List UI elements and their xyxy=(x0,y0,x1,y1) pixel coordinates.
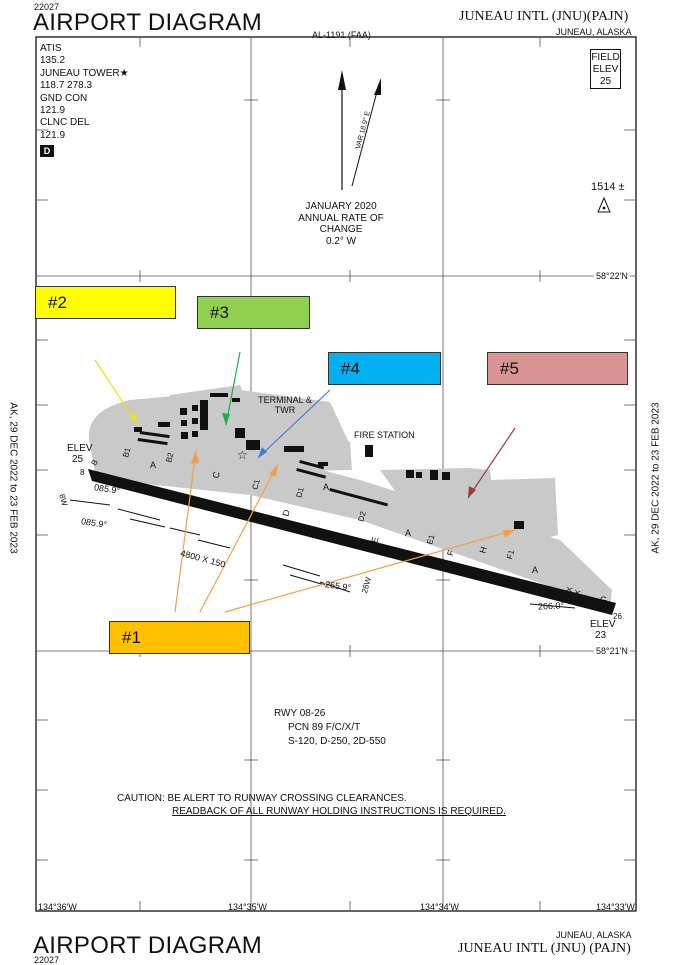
terminal-label: TERMINAL & TWR xyxy=(250,395,320,415)
north-arrow-icon xyxy=(338,70,346,190)
footer-city-state: JUNEAU, ALASKA xyxy=(556,930,632,940)
runway-info-rwy: RWY 08-26 xyxy=(274,708,326,719)
callout-label: #3 xyxy=(210,303,229,322)
footer-airport-name: JUNEAU INTL (JNU) (PAJN) xyxy=(458,941,631,956)
field-elev-value: 25 xyxy=(599,76,612,87)
runway-08-26 xyxy=(88,469,616,615)
d-atis-badge: D xyxy=(40,145,54,157)
callout-5: #5 xyxy=(487,352,628,385)
callout-3-arrow xyxy=(225,351,241,426)
validity-dates-right: AK, 29 DEC 2022 to 23 FEB 2023 xyxy=(650,402,662,554)
terminal-label-line: TWR xyxy=(274,405,296,415)
callout-1-arrows xyxy=(174,449,516,613)
comm-line: 121.9 xyxy=(40,105,66,117)
magnetic-north-arrow-icon xyxy=(351,78,381,187)
comm-line: CLNC DEL xyxy=(40,117,90,129)
map-frame xyxy=(35,36,637,912)
callout-label: #4 xyxy=(341,359,360,378)
field-elev-label: FIELD xyxy=(591,52,620,63)
communications-frequencies: ATIS 135.2 JUNEAU TOWER★ 118.7 278.3 GND… xyxy=(40,43,129,142)
taxiway-label: A xyxy=(150,460,157,470)
callout-5-arrow xyxy=(467,427,516,499)
comm-line: 135.2 xyxy=(40,55,66,67)
callout-4-arrow xyxy=(257,389,331,459)
caution-line-1: CAUTION: BE ALERT TO RUNWAY CROSSING CLE… xyxy=(117,793,407,804)
comm-line: JUNEAU TOWER★ xyxy=(40,67,129,79)
obstacle-icon xyxy=(597,196,611,213)
grid-ticks xyxy=(36,37,636,911)
longitude-label: 134°35'W xyxy=(228,902,267,912)
comm-line: ATIS xyxy=(40,43,62,54)
footer-chart-number: 22027 xyxy=(34,955,60,965)
city-state: JUNEAU, ALASKA xyxy=(556,27,632,37)
terminal-label-line: TERMINAL & xyxy=(258,395,312,405)
variation-date: JANUARY 2020 xyxy=(305,201,377,212)
field-elevation-box: FIELD ELEV 25 xyxy=(590,49,621,89)
comm-line: 118.7 278.3 xyxy=(40,80,93,92)
taxiway-label: A xyxy=(532,565,539,575)
caution-line-2: READBACK OF ALL RUNWAY HOLDING INSTRUCTI… xyxy=(172,806,506,817)
longitude-label: 134°34'W xyxy=(420,902,459,912)
runway-info-weights: S-120, D-250, 2D-550 xyxy=(288,736,386,747)
elevation-west: ELEV 25 xyxy=(67,443,93,465)
latitude-label-upper: 58°22'N xyxy=(594,271,630,281)
taxiway-label: A xyxy=(323,482,330,492)
longitude-label: 134°36'W xyxy=(38,902,77,912)
variation-rate-label: ANNUAL RATE OF CHANGE xyxy=(298,212,384,236)
elev-label: ELEV xyxy=(67,443,93,454)
elev-value: 23 xyxy=(595,630,607,641)
callout-3: #3 xyxy=(197,296,310,329)
chart-number: 22027 xyxy=(34,2,60,12)
variation-info: JANUARY 2020 ANNUAL RATE OF CHANGE 0.2° … xyxy=(276,201,406,247)
runway-heading: 266.0° xyxy=(537,600,565,612)
elev-value: 25 xyxy=(72,454,84,465)
callout-label: #2 xyxy=(48,293,67,312)
callout-1: #1 xyxy=(109,621,250,654)
validity-dates-left: AK, 29 DEC 2022 to 23 FEB 2023 xyxy=(7,402,19,554)
callout-label: #5 xyxy=(500,359,519,378)
callout-arrowheads xyxy=(130,413,515,538)
taxiway-label: A xyxy=(405,528,412,538)
runway-info: RWY 08-26 PCN 89 F/C/X/T S-120, D-250, 2… xyxy=(274,707,386,749)
elev-label: ELEV xyxy=(590,619,616,630)
longitude-label: 134°33'W xyxy=(596,902,635,912)
variation-rate-value: 0.2° W xyxy=(325,235,357,247)
runway-end-26: 26 xyxy=(613,612,622,621)
buildings xyxy=(134,393,524,529)
al-number: AL-1191 (FAA) xyxy=(312,30,371,40)
runway-info-pcn: PCN 89 F/C/X/T xyxy=(288,722,361,733)
field-elev-label: ELEV xyxy=(592,64,619,75)
callout-2: #2 xyxy=(35,286,176,319)
taxiway-label: G xyxy=(600,595,608,605)
obstacle-elevation: 1514 ± xyxy=(591,181,625,193)
runway-end-8: 8 xyxy=(80,468,85,477)
airport-name: JUNEAU INTL (JNU)(PAJN) xyxy=(459,9,629,24)
elevation-east: ELEV 23 xyxy=(590,619,616,641)
callout-2-arrow xyxy=(94,359,139,426)
terminal-star-icon: ☆ xyxy=(237,448,248,462)
fire-station-label: FIRE STATION xyxy=(354,430,415,440)
callout-4: #4 xyxy=(328,352,441,385)
comm-line: GND CON xyxy=(40,92,88,104)
footer-title: AIRPORT DIAGRAM xyxy=(33,932,262,959)
comm-line: 121.9 xyxy=(40,129,66,141)
page-title: AIRPORT DIAGRAM xyxy=(33,9,262,36)
latitude-label-lower: 58°21'N xyxy=(594,646,630,656)
callout-label: #1 xyxy=(122,628,141,647)
